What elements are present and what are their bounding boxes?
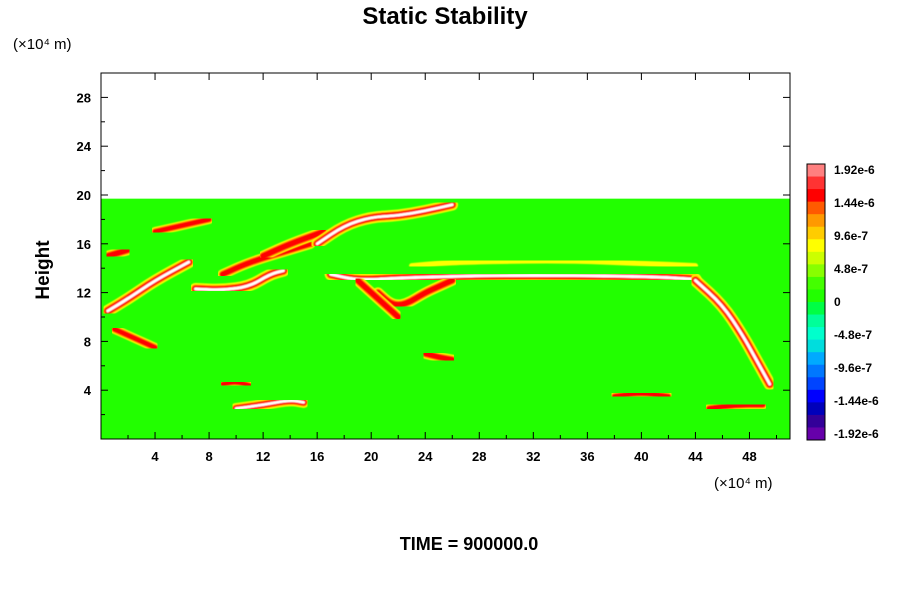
x-tick-label: 8 bbox=[205, 449, 212, 464]
stability-feature bbox=[109, 324, 160, 353]
colorbar-label: 1.44e-6 bbox=[834, 196, 875, 210]
colorbar-swatch bbox=[807, 352, 825, 366]
colorbar-swatch bbox=[807, 164, 825, 178]
stability-feature bbox=[150, 214, 214, 237]
stability-feature bbox=[102, 244, 134, 262]
colorbar-swatch bbox=[807, 176, 825, 190]
stability-feature bbox=[420, 348, 458, 365]
colorbar-swatch bbox=[807, 251, 825, 265]
x-tick-label: 28 bbox=[472, 449, 486, 464]
stability-feature bbox=[610, 389, 673, 401]
colorbar-swatch bbox=[807, 289, 825, 303]
stability-feature bbox=[704, 400, 768, 414]
stability-feature bbox=[409, 258, 699, 269]
stability-feature bbox=[189, 264, 290, 296]
colorbar-swatch bbox=[807, 427, 825, 441]
x-tick-label: 36 bbox=[580, 449, 594, 464]
colorbar-label: -4.8e-7 bbox=[834, 328, 872, 342]
y-axis: 4 8 12 16 20 24 28 bbox=[77, 90, 790, 416]
colorbar-label: 9.6e-7 bbox=[834, 229, 868, 243]
colorbar-swatch bbox=[807, 314, 825, 328]
colorbar-swatch bbox=[807, 239, 825, 253]
data-background bbox=[101, 198, 790, 439]
colorbar-swatch bbox=[807, 201, 825, 215]
stability-feature bbox=[352, 275, 404, 323]
y-axis-unit: (×10⁴ m) bbox=[13, 36, 72, 53]
x-tick-label: 16 bbox=[310, 449, 324, 464]
x-tick-label: 4 bbox=[151, 449, 159, 464]
stability-feature bbox=[217, 238, 316, 280]
stability-feature bbox=[230, 395, 310, 414]
colorbar-swatch bbox=[807, 402, 825, 416]
y-tick-label: 8 bbox=[84, 334, 91, 349]
colorbar-swatch bbox=[807, 327, 825, 341]
x-tick-label: 24 bbox=[418, 449, 433, 464]
colorbar-label: 1.92e-6 bbox=[834, 163, 875, 177]
y-axis-label: Height bbox=[33, 240, 54, 300]
x-axis: 4 8 12 16 20 24 28 32 36 40 44 48 bbox=[127, 73, 777, 464]
colorbar-label: -9.6e-7 bbox=[834, 361, 872, 375]
x-tick-label: 40 bbox=[634, 449, 648, 464]
colorbar: 1.92e-6 1.44e-6 9.6e-7 4.8e-7 0 -4.8e-7 -9.6e-… bbox=[806, 163, 879, 441]
stability-features bbox=[101, 199, 776, 414]
x-tick-label: 32 bbox=[526, 449, 540, 464]
chart-title: Static Stability bbox=[362, 3, 528, 30]
y-tick-label: 28 bbox=[77, 90, 91, 105]
colorbar-label: -1.92e-6 bbox=[834, 427, 879, 441]
colorbar-swatch bbox=[807, 414, 825, 428]
stability-feature bbox=[311, 199, 458, 250]
colorbar-label: 0 bbox=[834, 295, 841, 309]
colorbar-swatch bbox=[807, 364, 825, 378]
y-tick-label: 4 bbox=[84, 383, 92, 398]
y-tick-label: 20 bbox=[77, 188, 91, 203]
y-tick-label: 12 bbox=[77, 286, 91, 301]
stability-feature bbox=[324, 268, 702, 286]
stability-feature bbox=[218, 378, 254, 390]
x-tick-label: 20 bbox=[364, 449, 378, 464]
time-label: TIME = 900000.0 bbox=[400, 534, 539, 554]
x-axis-unit: (×10⁴ m) bbox=[714, 475, 773, 492]
x-tick-label: 44 bbox=[688, 449, 703, 464]
stability-feature bbox=[689, 274, 776, 391]
x-tick-label: 12 bbox=[256, 449, 270, 464]
plot-area bbox=[100, 72, 791, 440]
colorbar-swatch bbox=[807, 189, 825, 203]
colorbar-label: -1.44e-6 bbox=[834, 394, 879, 408]
stability-feature bbox=[101, 256, 195, 317]
colorbar-swatch bbox=[807, 339, 825, 353]
colorbar-label: 4.8e-7 bbox=[834, 262, 868, 276]
y-tick-label: 16 bbox=[77, 237, 91, 252]
colorbar-swatch bbox=[807, 302, 825, 316]
plot-frame bbox=[100, 72, 791, 440]
colorbar-swatch bbox=[807, 377, 825, 391]
colorbar-frame bbox=[806, 163, 826, 441]
stability-feature bbox=[257, 226, 330, 262]
y-tick-label: 24 bbox=[77, 139, 92, 154]
colorbar-swatch bbox=[807, 226, 825, 240]
colorbar-swatch bbox=[807, 276, 825, 290]
colorbar-swatch bbox=[807, 214, 825, 228]
colorbar-swatch bbox=[807, 264, 825, 278]
colorbar-swatch bbox=[807, 389, 825, 403]
x-tick-label: 48 bbox=[742, 449, 756, 464]
